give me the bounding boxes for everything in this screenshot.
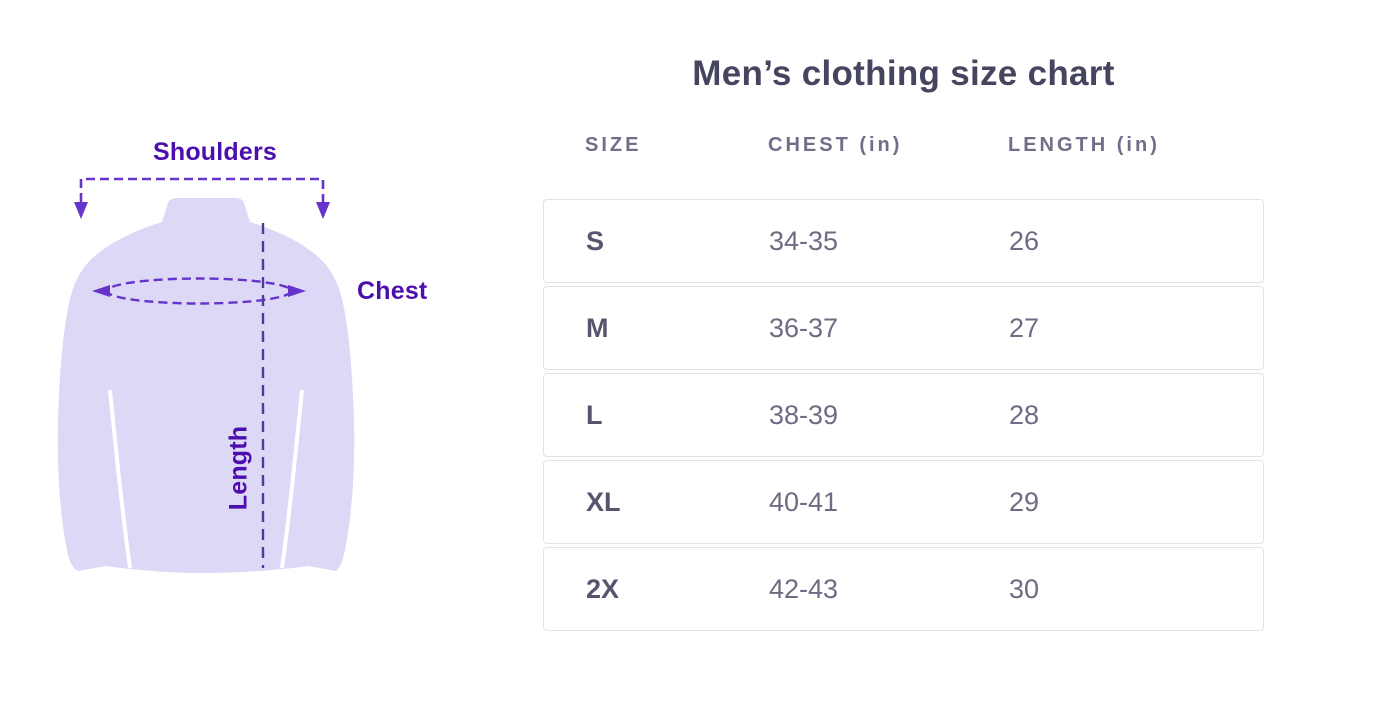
length-cell: 30 — [1009, 573, 1040, 604]
column-header-length: LENGTH (in) — [1008, 134, 1160, 156]
chest-cell: 34-35 — [769, 225, 839, 256]
chest-cell: 38-39 — [769, 399, 839, 430]
shirt-silhouette — [57, 198, 355, 573]
size-table: S 34-35 26 M 36-37 27 L 38-39 28 XL 40-4… — [543, 199, 1264, 634]
shoulders-label: Shoulders — [152, 138, 278, 166]
size-cell: L — [586, 399, 603, 430]
length-cell: 26 — [1009, 225, 1040, 256]
shoulders-measure-line — [79, 177, 325, 202]
length-cell: 27 — [1009, 312, 1040, 343]
chest-cell: 42-43 — [769, 573, 839, 604]
size-cell: M — [586, 312, 609, 343]
column-header-chest: CHEST (in) — [768, 134, 903, 156]
length-label: Length — [224, 425, 253, 511]
page-title: Men’s clothing size chart — [692, 54, 1115, 93]
table-row: XL 40-41 29 — [543, 460, 1264, 544]
size-cell: XL — [586, 486, 621, 517]
size-cell: S — [586, 225, 605, 256]
size-cell: 2X — [586, 573, 620, 604]
column-header-size: SIZE — [585, 134, 642, 156]
chest-cell: 40-41 — [769, 486, 839, 517]
sleeve-crease-right — [280, 389, 304, 569]
length-cell: 28 — [1009, 399, 1040, 430]
shoulder-arrow-right-icon — [316, 202, 330, 219]
table-row: L 38-39 28 — [543, 373, 1264, 457]
table-header-row: SIZE CHEST (in) LENGTH (in) — [543, 134, 1264, 157]
shirt-diagram-svg — [57, 177, 355, 573]
shoulder-arrow-left-icon — [74, 202, 88, 219]
chest-arrow-right-icon — [288, 285, 306, 297]
table-row: M 36-37 27 — [543, 286, 1264, 370]
chest-arrow-left-icon — [92, 285, 110, 297]
chest-cell: 36-37 — [769, 312, 839, 343]
sleeve-crease-left — [108, 389, 132, 569]
length-cell: 29 — [1009, 486, 1040, 517]
table-row: 2X 42-43 30 — [543, 547, 1264, 631]
table-row: S 34-35 26 — [543, 199, 1264, 283]
shirt-measurement-diagram — [40, 140, 460, 610]
chest-label: Chest — [357, 277, 428, 305]
